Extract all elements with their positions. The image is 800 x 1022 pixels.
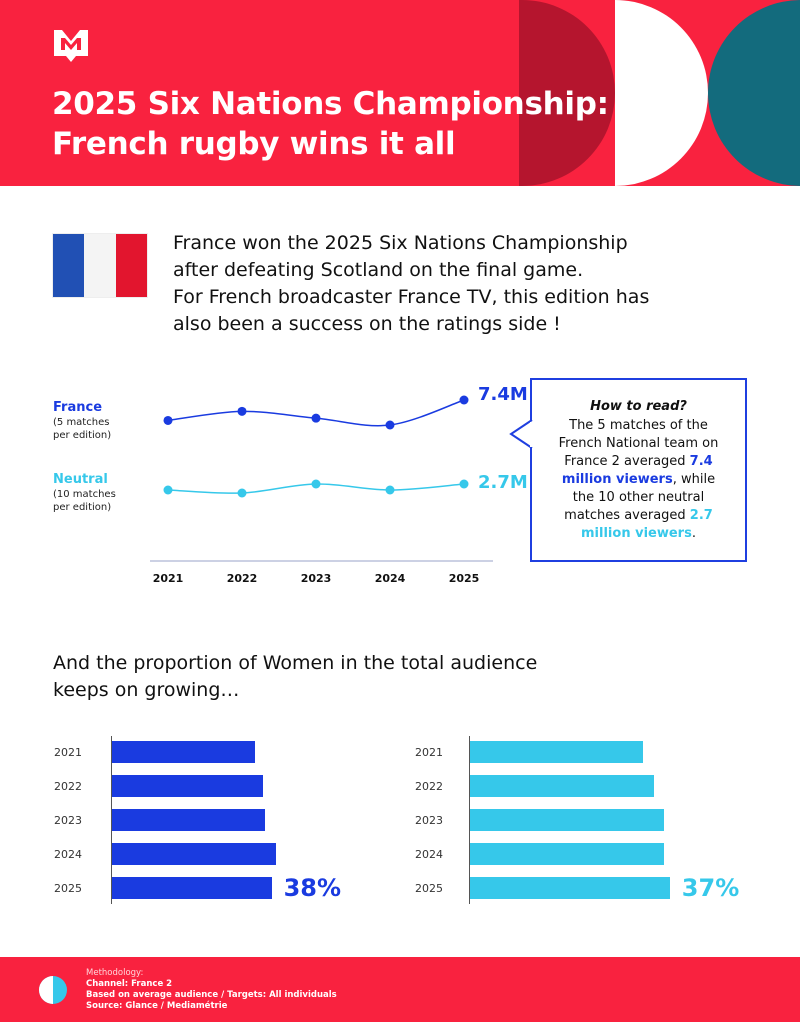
page-title: 2025 Six Nations Championship: French ru… <box>52 86 609 162</box>
bar-2025 <box>112 877 272 899</box>
x-tick-label: 2022 <box>227 572 258 585</box>
data-point-neutral-2021 <box>163 485 173 495</box>
callout-line: French National team on <box>558 436 719 451</box>
footer-logo-icon <box>39 976 67 1004</box>
bar-2025 <box>470 877 670 899</box>
methodology-text: Methodology: Channel: France 2 Based on … <box>86 968 337 1011</box>
france-flag-icon <box>53 234 147 297</box>
intro-text: France won the 2025 Six Nations Champion… <box>173 232 650 335</box>
bar-2021 <box>470 741 643 763</box>
data-point-france-2021 <box>163 415 173 425</box>
series-sub-france: (5 matches per edition) <box>53 417 112 441</box>
callout-line: million viewers. <box>581 526 696 541</box>
bar-2022 <box>470 775 654 797</box>
callout-line: million viewers, while <box>561 472 716 487</box>
bar-2023 <box>470 809 665 831</box>
bar-category-label: 2022 <box>54 780 82 793</box>
callout-line: France 2 averaged 7.4 <box>564 454 713 469</box>
bar-category-label: 2025 <box>54 882 82 895</box>
bar-category-label: 2025 <box>415 882 443 895</box>
footer: Methodology: Channel: France 2 Based on … <box>0 957 800 1022</box>
bar-category-label: 2023 <box>415 814 443 827</box>
x-tick-label: 2024 <box>375 572 406 585</box>
bar-category-label: 2024 <box>415 848 443 861</box>
bar-category-label: 2024 <box>54 848 82 861</box>
how-to-read-callout: How to read? The 5 matches of the French… <box>530 378 747 562</box>
x-tick-label: 2025 <box>449 572 480 585</box>
bar-axis-line <box>469 736 470 904</box>
bar-value-label: 38% <box>283 874 342 902</box>
bar-2024 <box>112 843 276 865</box>
data-point-neutral-2022 <box>237 488 247 498</box>
callout-line: the 10 other neutral <box>572 490 705 505</box>
bar-category-label: 2021 <box>54 746 82 759</box>
line-chart: 2021 2022 2023 2024 2025 <box>150 395 493 585</box>
bar-value-label: 37% <box>681 874 740 902</box>
callout-line: matches averaged 2.7 <box>564 508 713 523</box>
header-banner: 2025 Six Nations Championship: French ru… <box>0 0 800 186</box>
data-point-france-2025 <box>459 395 469 405</box>
decorative-circle-teal <box>708 0 800 186</box>
series-label-france: France <box>53 400 103 415</box>
women-heading: And the proportion of Women in the total… <box>53 652 538 701</box>
series-label-neutral: Neutral <box>53 472 108 487</box>
callout-line: The 5 matches of the <box>569 418 708 433</box>
data-point-france-2024 <box>385 420 395 430</box>
data-point-france-2023 <box>311 413 321 423</box>
series-sub-neutral: (10 matches per edition) <box>53 489 116 513</box>
x-tick-label: 2021 <box>153 572 184 585</box>
bar-2023 <box>112 809 266 831</box>
bar-2024 <box>470 843 665 865</box>
bar-category-label: 2022 <box>415 780 443 793</box>
data-point-neutral-2025 <box>459 479 469 489</box>
bar-2021 <box>112 741 255 763</box>
end-value-france: 7.4M <box>478 384 528 405</box>
callout-pointer <box>509 419 533 449</box>
end-value-neutral: 2.7M <box>478 472 528 493</box>
data-point-neutral-2023 <box>311 479 321 489</box>
data-point-france-2022 <box>237 406 247 416</box>
callout-title: How to read? <box>590 399 687 414</box>
x-tick-label: 2023 <box>301 572 332 585</box>
data-point-neutral-2024 <box>385 485 395 495</box>
bar-category-label: 2021 <box>415 746 443 759</box>
bar-category-label: 2023 <box>54 814 82 827</box>
bar-2022 <box>112 775 264 797</box>
brand-logo-icon <box>54 30 88 62</box>
bar-axis-line <box>111 736 112 904</box>
